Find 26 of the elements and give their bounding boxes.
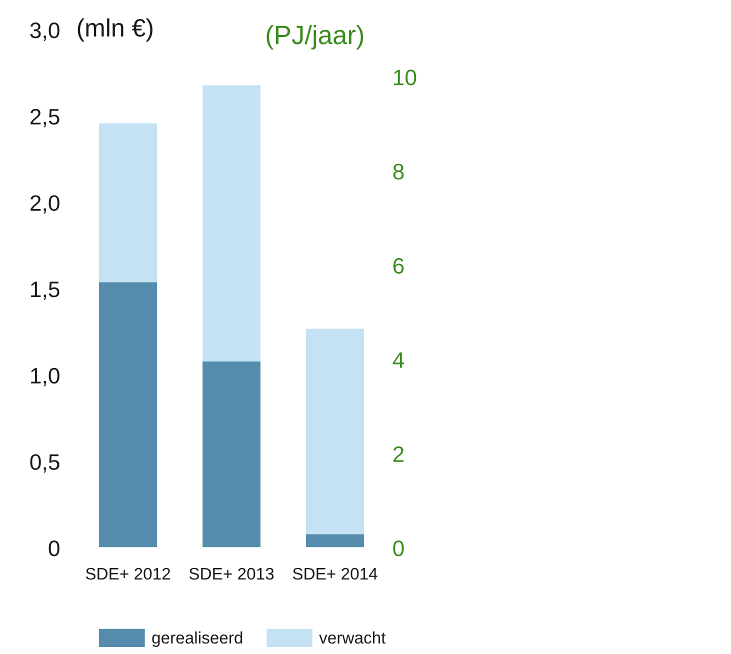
- y2-tick-label: 4: [392, 352, 404, 368]
- y2-tick-label: 6: [393, 258, 404, 274]
- y-tick-label: 0: [48, 540, 60, 556]
- legend-label: gerealiseerd: [152, 631, 242, 647]
- y-tick-label: 2,0: [30, 195, 60, 214]
- y2-tick-label: 10: [394, 70, 416, 86]
- y2-axis-title: (PJ/jaar): [266, 24, 364, 50]
- x-tick-label: SDE+ 2012: [86, 568, 170, 580]
- y2-tick-label: 2: [393, 446, 404, 462]
- bar: [306, 328, 364, 534]
- bar: [202, 362, 260, 548]
- x-tick-label: SDE+ 2014: [292, 568, 378, 580]
- bar: [202, 85, 260, 362]
- y-tick-label: 1,5: [31, 282, 60, 300]
- bar: [99, 282, 157, 548]
- y2-tick-label: 0: [393, 540, 404, 556]
- bar: [99, 123, 157, 282]
- legend-label: verwacht: [319, 631, 386, 644]
- bar: [306, 534, 364, 548]
- y-tick-label: 1,0: [31, 368, 60, 386]
- y2-tick-label: 8: [393, 164, 404, 180]
- x-tick-label: SDE+ 2013: [189, 568, 274, 580]
- y-axis-title: (mln €): [78, 18, 152, 42]
- y-tick-label: 2,5: [30, 108, 60, 128]
- y-tick-label: 3,0: [30, 22, 60, 41]
- y-tick-label: 0,5: [30, 454, 60, 473]
